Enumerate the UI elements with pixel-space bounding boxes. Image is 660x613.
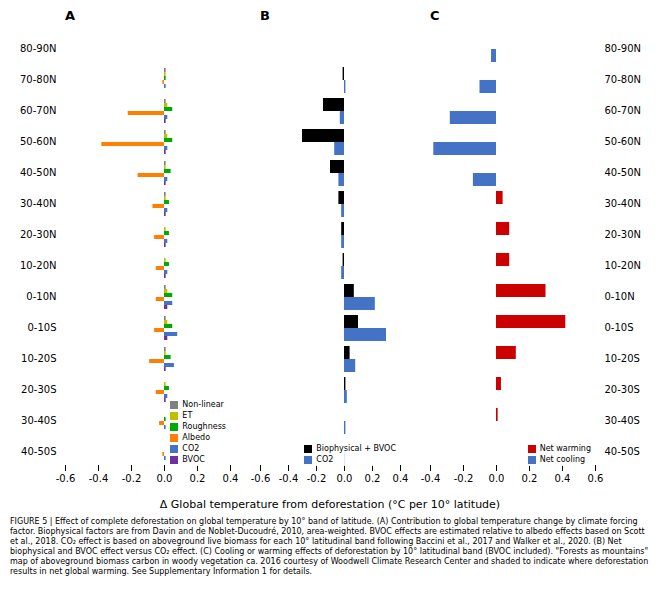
html-text:Net cooling: Net cooling [539,455,585,464]
html-text:BVOC: BVOC [182,455,205,464]
svg-text:-0.4: -0.4 [279,473,299,484]
svg-text:0.6: 0.6 [588,473,604,484]
svg-text:20-30N: 20-30N [20,229,57,240]
svg-text:10-20N: 10-20N [605,260,642,271]
svg-text:40-50S: 40-50S [605,446,640,457]
svg-text:40-50S: 40-50S [21,446,56,457]
svg-text:0.0: 0.0 [489,473,505,484]
svg-text:20-30N: 20-30N [605,229,642,240]
html-text:FIGURE 5 | Effect of complete: FIGURE 5 | Effect of complete deforestat… [10,517,649,576]
svg-text:30-40N: 30-40N [605,198,642,209]
svg-text:60-70N: 60-70N [605,105,642,116]
svg-text:10-20N: 10-20N [20,260,57,271]
svg-text:20-30S: 20-30S [605,384,640,395]
svg-text:80-90N: 80-90N [605,43,642,54]
svg-text:40-50N: 40-50N [20,167,57,178]
svg-text:30-40N: 30-40N [20,198,57,209]
svg-text:-0.2: -0.2 [307,473,327,484]
svg-text:-0.6: -0.6 [56,473,76,484]
html-text:Albedo: Albedo [182,433,210,442]
svg-text:20-30S: 20-30S [21,384,56,395]
html-text:C: C [430,8,440,23]
svg-text:0-10N: 0-10N [26,291,56,302]
svg-text:-0.4: -0.4 [421,473,441,484]
svg-text:10-20S: 10-20S [605,353,640,364]
svg-text:0.0: 0.0 [157,473,173,484]
svg-text:0.4: 0.4 [393,473,409,484]
svg-text:0.2: 0.2 [522,473,538,484]
svg-text:0-10N: 0-10N [605,291,635,302]
svg-text:0.4: 0.4 [555,473,571,484]
html-text:Roughness: Roughness [182,422,226,431]
svg-text:0.0: 0.0 [337,473,353,484]
html-text:CO2: CO2 [182,444,200,453]
svg-text:30-40S: 30-40S [21,415,56,426]
html-text:Biophysical + BVOC: Biophysical + BVOC [316,444,396,453]
svg-text:50-60N: 50-60N [20,136,57,147]
svg-text:-0.6: -0.6 [251,473,271,484]
html-text:A: A [65,8,76,23]
svg-text:50-60N: 50-60N [605,136,642,147]
svg-text:0.4: 0.4 [223,473,239,484]
svg-text:60-70N: 60-70N [20,105,57,116]
svg-text:-0.4: -0.4 [89,473,109,484]
html-text:Δ Global temperature from defo: Δ Global temperature from deforestation … [159,498,501,511]
html-text:B: B [260,8,270,23]
svg-text:40-50N: 40-50N [605,167,642,178]
svg-text:0.2: 0.2 [365,473,381,484]
html-text:Net warming: Net warming [539,444,591,453]
svg-text:0-10S: 0-10S [27,322,56,333]
svg-text:70-80N: 70-80N [605,74,642,85]
svg-text:0.2: 0.2 [190,473,206,484]
html-text:ET: ET [182,411,193,420]
html-text:CO2: CO2 [316,455,334,464]
html-text:Non-linear: Non-linear [182,400,224,409]
svg-text:80-90N: 80-90N [20,43,57,54]
svg-text:-0.2: -0.2 [454,473,474,484]
svg-text:30-40S: 30-40S [605,415,640,426]
svg-text:10-20S: 10-20S [21,353,56,364]
svg-text:70-80N: 70-80N [20,74,57,85]
svg-text:-0.2: -0.2 [122,473,142,484]
svg-text:0-10S: 0-10S [605,322,634,333]
